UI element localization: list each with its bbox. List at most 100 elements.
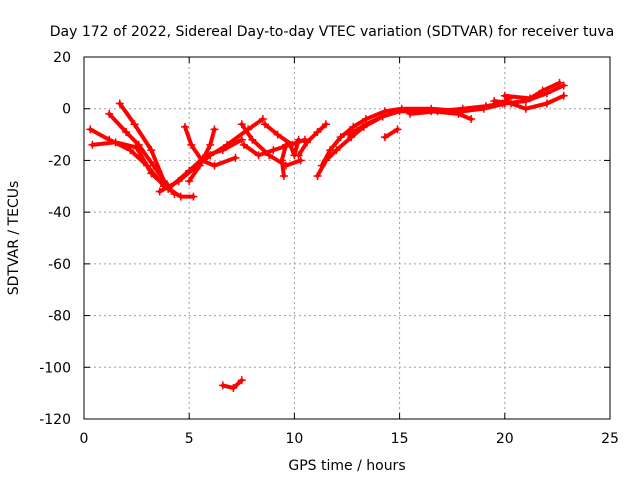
- grid-lines: [84, 57, 610, 419]
- data-point-marker: [277, 156, 286, 165]
- data-point-marker: [155, 187, 164, 196]
- data-point-marker: [86, 125, 95, 134]
- data-point-marker: [273, 130, 282, 139]
- data-point-marker: [210, 125, 219, 134]
- data-point-marker: [361, 120, 370, 129]
- chart-title: Day 172 of 2022, Sidereal Day-to-day VTE…: [50, 24, 614, 40]
- data-point-marker: [187, 140, 196, 149]
- data-point-marker: [149, 161, 158, 170]
- data-point-marker: [130, 120, 139, 129]
- data-point-marker: [349, 122, 358, 131]
- data-point-marker: [555, 78, 564, 87]
- data-point-marker: [185, 177, 194, 186]
- data-point-marker: [303, 138, 312, 147]
- data-point-marker: [134, 140, 143, 149]
- data-point-marker: [538, 86, 547, 95]
- data-point-marker: [521, 104, 530, 113]
- axis-ticks: [83, 56, 611, 420]
- y-tick-label: -60: [48, 257, 71, 273]
- data-point-marker: [239, 140, 248, 149]
- y-tick-labels: 20 0 -20 -40 -60 -80 -100 -120: [39, 50, 71, 428]
- data-point-marker: [122, 127, 131, 136]
- data-point-marker: [115, 99, 124, 108]
- y-tick-label: 20: [53, 50, 71, 66]
- data-point-marker: [237, 120, 246, 129]
- data-point-marker: [467, 115, 476, 124]
- y-tick-label: -20: [48, 153, 71, 169]
- data-point-marker: [180, 122, 189, 131]
- data-point-marker: [174, 177, 183, 186]
- y-tick-label: 0: [62, 102, 71, 118]
- x-axis-label: GPS time / hours: [288, 458, 405, 474]
- data-point-marker: [269, 146, 278, 155]
- data-point-marker: [481, 102, 490, 111]
- plot-frame: [83, 56, 611, 420]
- data-point-marker: [395, 107, 404, 116]
- y-tick-label: -120: [39, 412, 71, 428]
- x-tick-labels: 0 5 10 15 20 25: [80, 431, 619, 447]
- y-tick-label: -100: [39, 360, 71, 376]
- data-point-marker: [433, 107, 442, 116]
- data-point-marker: [321, 120, 330, 129]
- data-point-marker: [336, 133, 345, 142]
- data-point-marker: [290, 151, 299, 160]
- series-track-14: [315, 109, 474, 178]
- data-point-marker: [380, 133, 389, 142]
- data-point-marker: [105, 109, 114, 118]
- data-point-marker: [229, 383, 238, 392]
- data-point-marker: [237, 376, 246, 385]
- series-track-21: [220, 378, 244, 390]
- data-point-marker: [88, 140, 97, 149]
- data-point-marker: [223, 140, 232, 149]
- data-point-marker: [490, 96, 499, 105]
- data-point-marker: [559, 81, 568, 90]
- data-point-marker: [189, 192, 198, 201]
- data-point-marker: [258, 115, 267, 124]
- series-track-16: [382, 127, 400, 140]
- data-point-marker: [111, 138, 120, 147]
- x-tick-label: 20: [496, 431, 514, 447]
- data-point-marker: [254, 151, 263, 160]
- data-point-marker: [406, 109, 415, 118]
- y-tick-label: -80: [48, 309, 71, 325]
- data-series: [86, 78, 568, 392]
- data-point-marker: [294, 135, 303, 144]
- data-point-marker: [500, 91, 509, 100]
- data-point-marker: [176, 192, 185, 201]
- data-point-marker: [237, 135, 246, 144]
- data-point-marker: [260, 120, 269, 129]
- data-point-marker: [313, 171, 322, 180]
- data-point-marker: [507, 99, 516, 108]
- data-point-marker: [279, 171, 288, 180]
- data-point-marker: [170, 190, 179, 199]
- data-point-marker: [542, 99, 551, 108]
- data-point-marker: [206, 151, 215, 160]
- x-tick-label: 0: [80, 431, 89, 447]
- data-point-marker: [378, 112, 387, 121]
- data-point-marker: [321, 156, 330, 165]
- x-tick-label: 25: [601, 431, 619, 447]
- data-point-marker: [332, 146, 341, 155]
- data-point-marker: [393, 125, 402, 134]
- data-point-marker: [248, 135, 257, 144]
- data-point-marker: [218, 381, 227, 390]
- series-track-12: [296, 122, 328, 158]
- x-tick-label: 5: [185, 431, 194, 447]
- data-point-marker: [286, 140, 295, 149]
- y-tick-label: -40: [48, 205, 71, 221]
- data-point-marker: [454, 109, 463, 118]
- data-point-marker: [559, 91, 568, 100]
- data-point-marker: [345, 130, 354, 139]
- data-point-marker: [313, 127, 322, 136]
- data-point-marker: [231, 153, 240, 162]
- data-point-marker: [195, 161, 204, 170]
- data-point-marker: [147, 146, 156, 155]
- y-axis-label: SDTVAR / TECUs: [6, 181, 22, 296]
- series-track-7: [187, 127, 217, 184]
- data-point-marker: [458, 104, 467, 113]
- data-point-marker: [206, 140, 215, 149]
- series-track-19: [502, 80, 562, 101]
- x-tick-label: 15: [391, 431, 409, 447]
- data-point-marker: [147, 169, 156, 178]
